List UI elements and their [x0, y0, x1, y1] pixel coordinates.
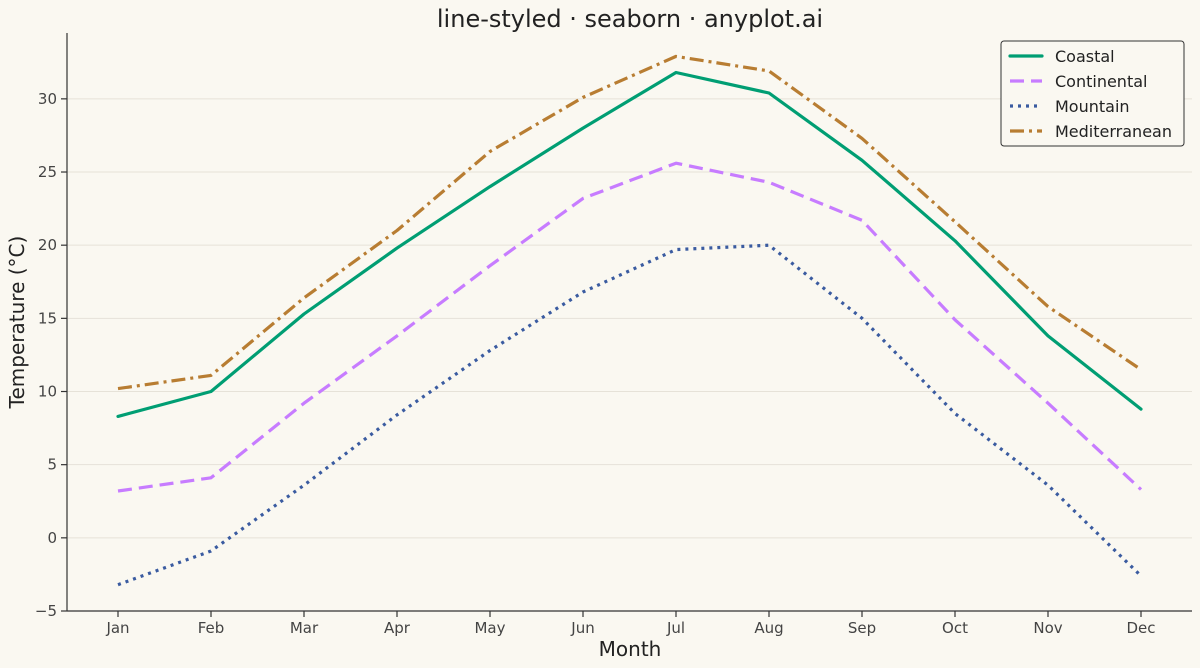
x-tick-label: Sep: [848, 619, 876, 637]
series-line-mountain: [117, 243, 1143, 587]
y-tick-label: 30: [38, 90, 57, 108]
x-tick-label: Jul: [666, 619, 685, 637]
grid-lines: [67, 98, 1192, 539]
x-tick-label: Apr: [384, 619, 411, 637]
y-tick-label: 20: [38, 236, 57, 254]
x-tick-label: Mar: [290, 619, 319, 637]
x-axis-ticks: Jan Feb Mar Apr May Jun Jul Aug Sep Oct Nov Dec: [105, 611, 1156, 637]
y-tick-label: 5: [47, 456, 57, 474]
y-tick-label: 0: [47, 529, 57, 547]
x-tick-label: Nov: [1033, 619, 1062, 637]
series-line-continental: [117, 161, 1143, 493]
x-axis-label: Month: [599, 637, 662, 661]
series-line-coastal: [116, 70, 1143, 418]
y-axis-ticks: −5 0 5 10 15 20 25 30: [35, 90, 67, 620]
series-line-mediterranean: [117, 54, 1142, 391]
legend-label-continental: Continental: [1055, 72, 1147, 91]
legend-box: [1000, 40, 1185, 147]
x-tick-label: Feb: [198, 619, 225, 637]
x-tick-label: Jun: [570, 619, 594, 637]
legend-label-coastal: Coastal: [1055, 47, 1115, 66]
y-tick-label: −5: [35, 602, 57, 620]
y-tick-label: 15: [38, 309, 57, 327]
x-tick-label: Dec: [1126, 619, 1155, 637]
x-tick-label: Oct: [942, 619, 968, 637]
series-lines: [116, 54, 1143, 587]
legend-label-mediterranean: Mediterranean: [1055, 122, 1172, 141]
x-tick-label: Jan: [105, 619, 129, 637]
x-tick-label: Aug: [754, 619, 783, 637]
y-tick-label: 10: [38, 383, 57, 401]
y-axis-label: Temperature (°C): [5, 236, 29, 410]
legend: Coastal Continental Mountain Mediterranean: [1000, 40, 1185, 147]
x-tick-label: May: [474, 619, 505, 637]
legend-label-mountain: Mountain: [1055, 97, 1130, 116]
y-tick-label: 25: [38, 163, 57, 181]
chart-title: line-styled · seaborn · anyplot.ai: [437, 5, 823, 33]
